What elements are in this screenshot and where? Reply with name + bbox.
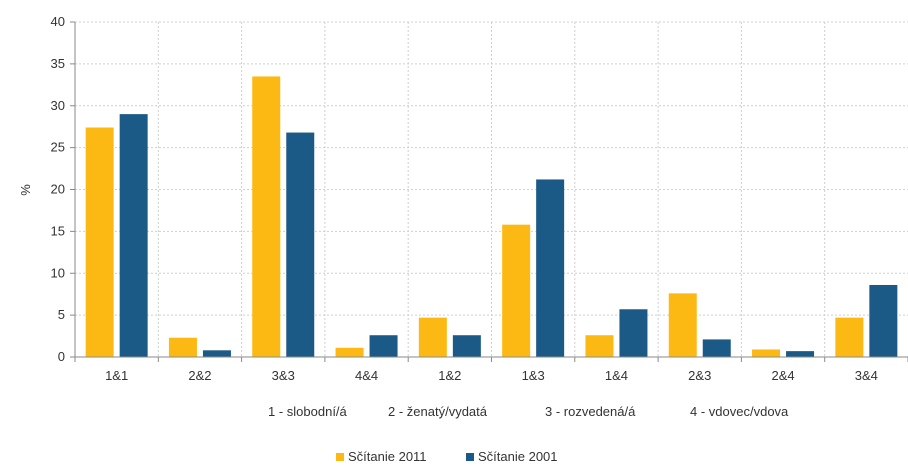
bar-series0-7 [668,293,697,357]
bar-series0-2 [252,76,281,357]
key-note-2: 2 - ženatý/vydatá [388,404,488,419]
bar-series1-2 [286,132,315,357]
x-tick-label-8: 2&4 [771,368,794,383]
x-tick-label-7: 2&3 [688,368,711,383]
bar-series0-0 [85,127,114,358]
y-tick-label-8: 40 [51,14,65,29]
legend-label-2011: Sčítanie 2011 [348,449,427,464]
key-note-1: 1 - slobodní/á [268,404,348,419]
x-tick-label-0: 1&1 [105,368,128,383]
bar-series0-5 [502,224,531,357]
gridlines [75,21,908,358]
y-tick-label-0: 0 [58,349,65,364]
x-tick-label-6: 1&4 [605,368,628,383]
bar-series1-6 [619,309,648,357]
x-tick-label-2: 3&3 [272,368,295,383]
y-tick-label-2: 10 [51,265,65,280]
y-tick-label-3: 15 [51,223,65,238]
x-tick-label-3: 4&4 [355,368,378,383]
bar-series1-0 [119,114,148,357]
bar-series0-4 [418,317,447,357]
bar-series1-8 [786,351,815,357]
bar-series1-1 [202,350,231,357]
y-tick-label-4: 20 [51,182,65,197]
legend-label-2001: Sčítanie 2001 [478,449,558,464]
category-key: 1 - slobodní/á 2 - ženatý/vydatá 3 - roz… [268,404,789,419]
x-tick-label-4: 1&2 [438,368,461,383]
bars [85,76,898,358]
bar-series1-7 [702,339,731,357]
y-tick-label-1: 5 [58,307,65,322]
bar-series0-9 [835,317,864,357]
y-tick-label-6: 30 [51,98,65,113]
bar-series0-1 [168,337,197,357]
bar-series1-9 [869,284,898,357]
legend-swatch-2011 [336,453,344,461]
legend-swatch-2001 [466,453,474,461]
x-tick-label-5: 1&3 [522,368,545,383]
y-axis-title: % [18,184,33,196]
bar-series1-3 [369,335,398,357]
legend: Sčítanie 2011 Sčítanie 2001 [336,449,558,464]
bar-series1-5 [536,179,565,357]
key-note-4: 4 - vdovec/vdova [690,404,789,419]
y-tick-label-7: 35 [51,56,65,71]
bar-series1-4 [452,335,481,357]
bar-series0-8 [752,349,781,357]
y-tick-label-5: 25 [51,140,65,155]
axes: 0 5 10 15 20 25 30 35 40 1&1 2&2 3&3 4&4 1&2 1&3 1&4 2&3… [51,14,908,383]
key-note-3: 3 - rozvedená/á [545,404,636,419]
bar-series0-3 [335,347,364,357]
bar-series0-6 [585,335,614,357]
x-tick-label-1: 2&2 [188,368,211,383]
x-tick-label-9: 3&4 [855,368,878,383]
